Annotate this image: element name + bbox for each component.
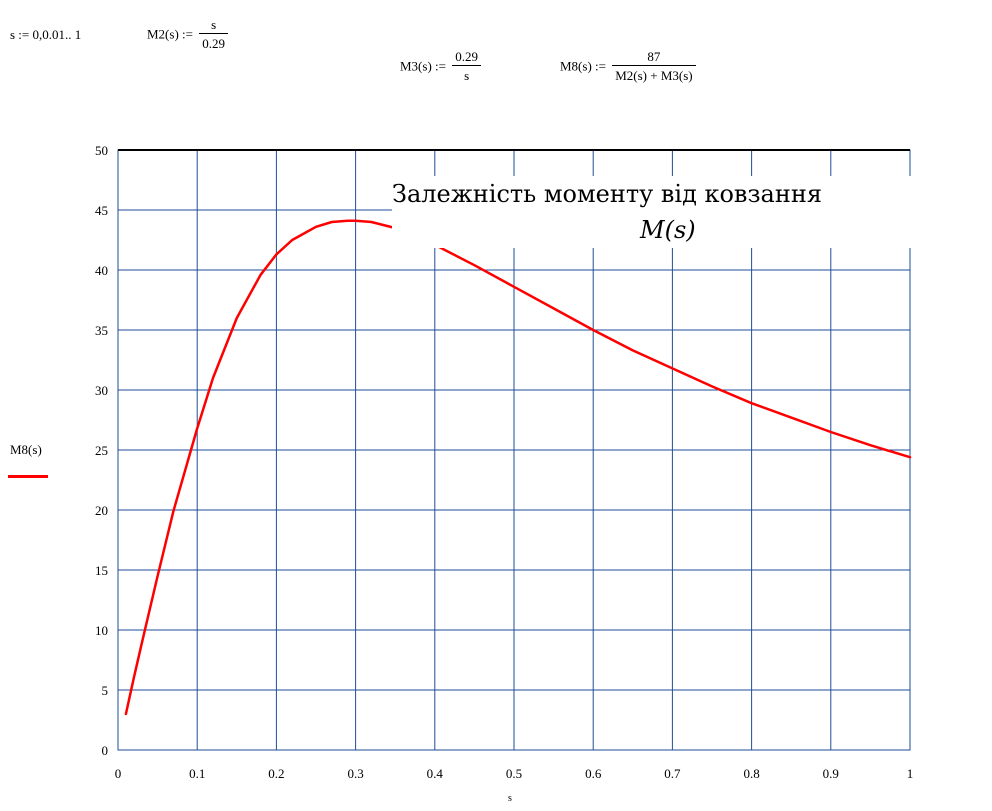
chart-title-line2: M(s) [640, 216, 696, 244]
y-tick-label: 25 [95, 443, 108, 458]
series-line-m8 [124, 219, 912, 716]
chart-grid [117, 149, 911, 751]
x-tick-label: 0 [115, 766, 122, 781]
m2-fraction: s 0.29 [199, 18, 228, 50]
m3-lhs: M3(s) := [400, 58, 446, 74]
y-tick-label: 5 [102, 683, 109, 698]
m8-numerator: 87 [647, 49, 661, 64]
legend-swatch [8, 475, 48, 478]
range-definition: s := 0,0.01.. 1 [10, 27, 82, 42]
x-tick-label: 0.2 [268, 766, 284, 781]
m8-fraction: 87 M2(s) + M3(s) [612, 49, 696, 82]
m2-denominator: 0.29 [199, 33, 228, 50]
y-tick-label: 15 [95, 563, 108, 578]
y-tick-label: 40 [95, 263, 108, 278]
x-tick-label: 0.5 [506, 766, 522, 781]
m2-numerator: s [211, 17, 217, 32]
x-tick-label: 0.1 [189, 766, 205, 781]
chart-title: Залежність моменту від ковзання M(s) [392, 176, 992, 248]
x-tick-label: 0.7 [664, 766, 681, 781]
y-tick-label: 45 [95, 203, 108, 218]
y-tick-label: 20 [95, 503, 108, 518]
chart-title-line1: Залежність моменту від ковзання [392, 180, 822, 208]
x-tick-label: 0.3 [347, 766, 363, 781]
y-tick-label: 50 [95, 143, 108, 158]
y-tick-label: 10 [95, 623, 108, 638]
m3-numerator: 0.29 [455, 49, 478, 64]
m3-formula: M3(s) := 0.29 s [400, 50, 481, 82]
m3-fraction: 0.29 s [452, 50, 481, 82]
x-tick-label: 0.8 [743, 766, 759, 781]
chart-series [124, 219, 912, 716]
m2-formula: M2(s) := s 0.29 [147, 18, 228, 50]
x-tick-label: 0.4 [427, 766, 444, 781]
y-tick-label: 0 [102, 743, 109, 758]
x-tick-label: 0.9 [823, 766, 839, 781]
chart-tick-labels: 0 0.1 0.2 0.3 0.4 0.5 0.6 0.7 0.8 0.9 105101520253… [95, 143, 913, 781]
m8-lhs: M8(s) := [560, 58, 606, 74]
x-axis-label: s [508, 793, 512, 804]
legend-label: M8(s) [10, 442, 42, 457]
x-tick-label: 1 [907, 766, 914, 781]
m3-denominator: s [452, 65, 481, 82]
x-tick-label: 0.6 [585, 766, 602, 781]
m8-denominator: M2(s) + M3(s) [612, 65, 696, 82]
y-tick-label: 30 [95, 383, 108, 398]
m8-formula: M8(s) := 87 M2(s) + M3(s) [560, 50, 696, 82]
m2-lhs: M2(s) := [147, 26, 193, 42]
y-tick-label: 35 [95, 323, 108, 338]
